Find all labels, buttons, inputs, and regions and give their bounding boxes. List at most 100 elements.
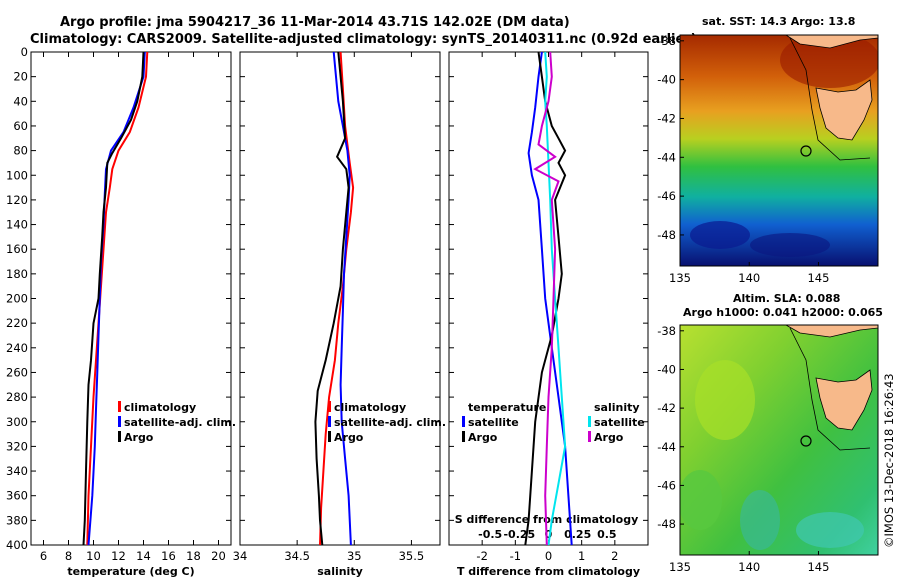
s-difference-tick-label: 0.25 — [564, 528, 591, 541]
x-tick-label: 8 — [65, 549, 72, 563]
series-line-satellite-adj-clim- — [332, 51, 352, 546]
difference-legend-salinity: salinity satellite Argo — [588, 401, 645, 444]
sst-warm-water — [780, 35, 878, 88]
x-tick-label: 6 — [40, 549, 47, 563]
x-axis-label: temperature (deg C) — [67, 565, 194, 578]
y-tick-label: 140 — [6, 218, 28, 232]
x-tick-label: 35 — [347, 549, 362, 563]
tasmania-landmass — [815, 369, 873, 431]
y-tick-label: 280 — [6, 390, 28, 404]
x-tick-label: 0 — [545, 549, 552, 563]
sst-cold-eddy — [750, 233, 830, 257]
lat-tick-label: -46 — [657, 478, 676, 492]
header-title-line1: Argo profile: jma 5904217_36 11-Mar-2014… — [60, 15, 570, 30]
sla-map-subtitle: Argo h1000: 0.041 h2000: 0.065 — [683, 306, 883, 319]
salinity-legend: climatology satellite-adj. clim. Argo — [328, 401, 446, 444]
y-tick-label: 240 — [6, 341, 28, 355]
y-tick-label: 360 — [6, 489, 28, 503]
y-tick-label: 120 — [6, 193, 28, 207]
lon-tick-label: 140 — [738, 560, 760, 574]
series-line-climatology — [86, 51, 149, 546]
salinity-profile-panel: 34 34.5 35 35.5 salinity — [233, 51, 441, 578]
legend-t-satellite-label: satellite — [468, 416, 519, 429]
plot-frame — [239, 51, 441, 546]
y-tick-label: 300 — [6, 415, 28, 429]
sla-map — [680, 325, 878, 555]
legend-climatology-label: climatology — [334, 401, 406, 414]
lat-tick-label: -38 — [657, 324, 676, 338]
y-tick-label: 20 — [13, 70, 28, 84]
lat-tick-label: -40 — [657, 362, 676, 376]
sla-low-anomaly — [796, 512, 864, 548]
sla-map-title: Altim. SLA: 0.088 — [733, 292, 840, 305]
temperature-profile-panel: 6 8 10 12 14 16 18 2002040608010012014016018020… — [6, 45, 232, 578]
s-difference-tick-label: -0.5 — [478, 528, 502, 541]
legend-s-argo-swatch — [588, 431, 591, 442]
x-tick-label: 14 — [136, 549, 151, 563]
sla-low-anomaly — [740, 490, 780, 550]
legend-satellite-swatch — [328, 416, 331, 427]
legend-argo-swatch — [328, 431, 331, 442]
legend-temperature-title: temperature — [468, 401, 546, 414]
x-tick-label: 35.5 — [399, 549, 425, 563]
series-line-climatology — [319, 51, 355, 546]
y-tick-label: 320 — [6, 439, 28, 453]
lat-tick-label: -44 — [657, 150, 676, 164]
legend-argo-swatch — [118, 431, 121, 442]
imos-watermark: ©IMOS 13-Dec-2018 16:26:43 — [882, 373, 896, 548]
s-difference-tick-label: -0.25 — [503, 528, 535, 541]
legend-climatology-swatch — [118, 401, 121, 412]
shelf-contour — [789, 37, 871, 161]
series-line-t-satellite — [527, 51, 573, 546]
series-line-argo — [82, 51, 145, 546]
legend-argo-label: Argo — [334, 431, 364, 444]
legend-s-satellite-swatch — [588, 416, 591, 427]
legend-argo-label: Argo — [124, 431, 154, 444]
lat-tick-label: -42 — [657, 401, 676, 415]
argo-float-location-marker — [800, 435, 812, 447]
legend-t-argo-label: Argo — [468, 431, 498, 444]
x-axis-label: T difference from climatology — [457, 565, 640, 578]
y-tick-label: 80 — [13, 144, 28, 158]
argo-float-location-marker — [800, 145, 812, 157]
x-tick-label: 34 — [233, 549, 248, 563]
x-tick-label: 2 — [611, 549, 618, 563]
tasmania-landmass — [815, 79, 873, 141]
x-tick-label: -2 — [476, 549, 487, 563]
sst-map-axes: 135 140 145 -38 -40 -42 -44 -46 -48 — [657, 34, 829, 285]
y-tick-label: 100 — [6, 168, 28, 182]
legend-satellite-swatch — [118, 416, 121, 427]
lon-tick-label: 140 — [738, 271, 760, 285]
series-line-satellite-adj-clim- — [87, 51, 146, 546]
plot-frame — [448, 51, 649, 546]
y-tick-label: 260 — [6, 365, 28, 379]
lon-tick-label: 145 — [807, 271, 829, 285]
y-tick-label: 380 — [6, 513, 28, 527]
s-difference-tick-label: 0.5 — [597, 528, 617, 541]
x-tick-label: 10 — [86, 549, 101, 563]
legend-climatology-label: climatology — [124, 401, 196, 414]
y-tick-label: 220 — [6, 316, 28, 330]
legend-satellite-label: satellite-adj. clim. — [124, 416, 236, 429]
y-tick-label: 60 — [13, 119, 28, 133]
x-axis-label: salinity — [317, 565, 363, 578]
legend-s-argo-label: Argo — [594, 431, 624, 444]
series-line-s-argo — [533, 51, 560, 546]
legend-t-argo-swatch — [462, 431, 465, 442]
x-tick-label: 18 — [186, 549, 201, 563]
series-line-s-satellite — [544, 51, 567, 546]
sla-anomaly — [680, 470, 722, 530]
lat-tick-label: -38 — [657, 34, 676, 48]
x-tick-label: 34.5 — [284, 549, 310, 563]
y-tick-label: 200 — [6, 292, 28, 306]
lat-tick-label: -48 — [657, 228, 676, 242]
header-title-line2: Climatology: CARS2009. Satellite-adjuste… — [30, 32, 697, 47]
mainland-landmass — [785, 35, 878, 49]
x-tick-label: 20 — [211, 549, 226, 563]
y-tick-label: 400 — [6, 538, 28, 552]
legend-satellite-label: satellite-adj. clim. — [334, 416, 446, 429]
lat-tick-label: -46 — [657, 189, 676, 203]
series-line-t-argo — [524, 51, 567, 546]
